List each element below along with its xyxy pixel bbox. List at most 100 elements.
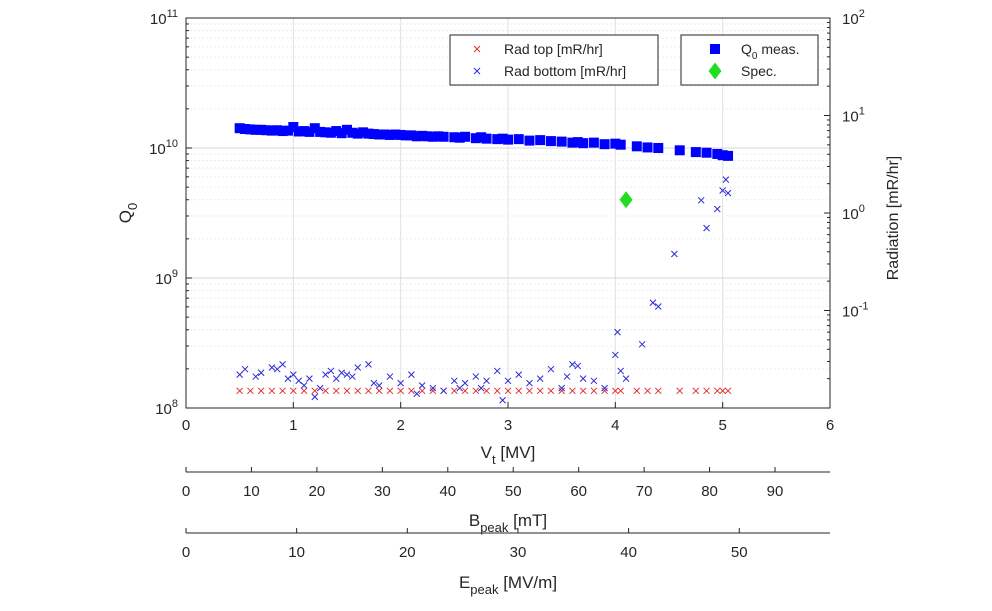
data-point bbox=[722, 176, 730, 183]
data-point bbox=[547, 365, 555, 373]
x-tick-label: 6 bbox=[826, 417, 834, 434]
data-point bbox=[299, 126, 310, 137]
secondary-x-axis-label: Epeak [MV/m] bbox=[459, 573, 557, 597]
data-point bbox=[261, 125, 272, 136]
data-point bbox=[456, 384, 464, 392]
data-point bbox=[703, 387, 710, 395]
secondary-x-tick-label: 30 bbox=[510, 544, 527, 561]
x-tick-label: 4 bbox=[611, 417, 619, 434]
data-point bbox=[717, 150, 728, 161]
legend-label: Q0 meas. bbox=[741, 41, 799, 62]
data-point bbox=[470, 133, 481, 144]
data-point bbox=[241, 365, 249, 373]
y-right-tick-label: 10-1 bbox=[842, 301, 868, 321]
legend-marker bbox=[710, 44, 720, 54]
legend-box bbox=[680, 34, 819, 86]
data-point bbox=[578, 138, 589, 149]
data-point bbox=[472, 387, 480, 395]
series-spec bbox=[619, 191, 633, 209]
data-point bbox=[257, 369, 265, 377]
data-point bbox=[503, 134, 513, 145]
data-point bbox=[311, 393, 319, 401]
data-point bbox=[282, 125, 293, 136]
data-point bbox=[674, 145, 685, 156]
data-point bbox=[712, 148, 723, 159]
data-point bbox=[272, 125, 283, 136]
secondary-x-tick-label: 40 bbox=[620, 544, 637, 561]
data-point bbox=[547, 387, 555, 395]
data-point bbox=[535, 135, 546, 146]
data-point bbox=[370, 379, 378, 387]
data-point bbox=[572, 137, 583, 148]
data-point bbox=[526, 379, 533, 387]
y-right-tick-label: 100 bbox=[842, 203, 865, 223]
data-point bbox=[349, 373, 356, 380]
data-point bbox=[347, 127, 358, 138]
data-point bbox=[590, 387, 598, 395]
data-point bbox=[690, 147, 701, 158]
data-point bbox=[701, 147, 712, 158]
data-point bbox=[422, 131, 433, 142]
data-point bbox=[631, 141, 642, 152]
data-point bbox=[440, 387, 447, 395]
data-point bbox=[515, 387, 523, 395]
secondary-x-axis-label: Bpeak [mT] bbox=[469, 511, 547, 535]
series-q0-meas bbox=[234, 122, 734, 161]
data-point bbox=[365, 361, 372, 368]
data-point bbox=[273, 365, 281, 373]
secondary-x-tick-label: 30 bbox=[374, 483, 391, 500]
data-point bbox=[590, 377, 598, 385]
data-point bbox=[642, 142, 653, 153]
data-point bbox=[569, 361, 576, 368]
series-rad-bottom-mr-hr bbox=[236, 176, 732, 404]
data-point bbox=[649, 299, 657, 307]
data-point bbox=[563, 373, 571, 380]
data-point bbox=[277, 126, 288, 137]
data-point bbox=[245, 124, 256, 135]
data-point bbox=[306, 375, 313, 383]
data-point bbox=[454, 132, 465, 143]
x-tick-label: 1 bbox=[289, 417, 297, 434]
data-point bbox=[252, 373, 260, 380]
data-point bbox=[397, 379, 405, 387]
data-point bbox=[289, 387, 297, 395]
y-left-tick-label: 1010 bbox=[149, 138, 178, 158]
data-point bbox=[545, 136, 556, 147]
data-point bbox=[504, 387, 512, 395]
x-axis-label: Vt [MV] bbox=[481, 443, 536, 467]
data-point bbox=[300, 382, 308, 389]
data-point bbox=[429, 387, 437, 395]
data-point bbox=[386, 373, 394, 380]
data-point bbox=[703, 224, 710, 232]
data-point bbox=[601, 384, 608, 392]
data-point bbox=[365, 387, 372, 395]
data-point bbox=[536, 387, 544, 395]
secondary-x-tick-label: 80 bbox=[701, 483, 718, 500]
legend-marker bbox=[473, 67, 481, 75]
y-left-tick-label: 108 bbox=[155, 398, 178, 418]
data-point bbox=[395, 129, 406, 140]
data-point bbox=[526, 387, 533, 395]
data-point bbox=[556, 136, 567, 147]
data-point bbox=[408, 387, 415, 395]
data-point bbox=[617, 387, 625, 395]
series-rad-top-mr-hr bbox=[236, 387, 732, 395]
data-point bbox=[617, 367, 625, 375]
data-point bbox=[599, 139, 610, 150]
data-point bbox=[449, 132, 460, 143]
data-point bbox=[477, 384, 485, 392]
secondary-x-tick-label: 60 bbox=[570, 483, 587, 500]
data-point bbox=[497, 133, 508, 144]
data-point bbox=[354, 387, 362, 395]
data-point bbox=[654, 387, 662, 395]
data-point bbox=[418, 382, 426, 389]
data-point bbox=[236, 387, 244, 395]
data-point bbox=[375, 387, 383, 395]
legend-marker bbox=[473, 45, 481, 53]
series-layer bbox=[234, 122, 734, 404]
data-point bbox=[352, 128, 363, 139]
data-point bbox=[417, 130, 428, 141]
data-point bbox=[499, 396, 506, 404]
data-point bbox=[320, 127, 331, 138]
